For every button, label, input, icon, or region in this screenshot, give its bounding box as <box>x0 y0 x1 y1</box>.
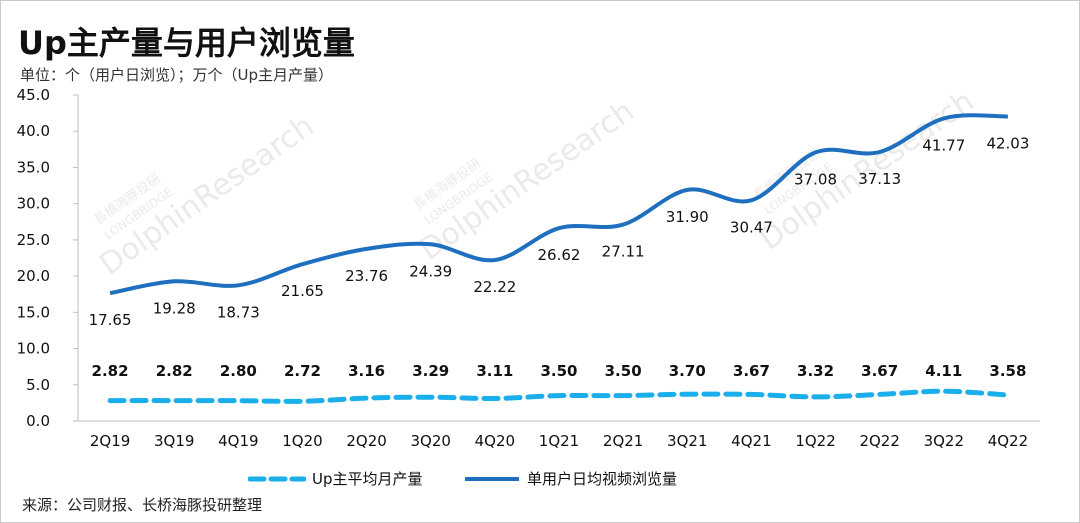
x-tick-label: 4Q22 <box>988 432 1028 450</box>
data-label-up-output: 3.32 <box>797 362 834 380</box>
series-line-up-output <box>107 388 1011 404</box>
x-tick-label: 2Q21 <box>603 432 643 450</box>
x-tick-label: 4Q21 <box>731 432 771 450</box>
y-tick-label: 5.0 <box>26 376 50 394</box>
data-label-up-output: 2.82 <box>92 362 129 380</box>
data-label-up-output: 3.16 <box>348 362 385 380</box>
chart-subtitle: 单位：个（用户日浏览）；万个（Up主月产量） <box>20 66 334 84</box>
data-label-daily-views: 30.47 <box>730 218 773 236</box>
legend-swatch-dashed <box>248 476 306 481</box>
y-tick-label: 30.0 <box>17 195 50 213</box>
x-tick-label: 4Q20 <box>475 432 515 450</box>
data-label-up-output: 3.50 <box>605 362 642 380</box>
data-label-daily-views: 41.77 <box>922 136 965 154</box>
y-tick-label: 35.0 <box>17 158 50 176</box>
data-label-up-output: 3.29 <box>412 362 449 380</box>
data-label-up-output: 3.11 <box>476 362 513 380</box>
data-label-daily-views: 42.03 <box>986 135 1029 153</box>
data-label-up-output: 3.67 <box>861 362 898 380</box>
x-tick-label: 4Q19 <box>218 432 258 450</box>
data-label-up-output: 2.72 <box>284 362 321 380</box>
legend-swatch-solid <box>465 476 519 481</box>
x-tick-label: 2Q20 <box>346 432 386 450</box>
x-tick-label: 3Q22 <box>924 432 964 450</box>
legend-label-solid: 单用户日均视频浏览量 <box>527 470 678 488</box>
x-tick-label: 2Q22 <box>859 432 899 450</box>
data-label-daily-views: 37.08 <box>794 170 837 188</box>
data-label-daily-views: 31.90 <box>666 208 709 226</box>
data-label-daily-views: 24.39 <box>409 262 452 280</box>
data-label-up-output: 3.58 <box>989 362 1026 380</box>
chart-title: Up主产量与用户浏览量 <box>18 24 355 62</box>
x-tick-label: 3Q20 <box>411 432 451 450</box>
legend-item-dashed: Up主平均月产量 <box>248 468 423 489</box>
y-tick-label: 25.0 <box>17 231 50 249</box>
x-tick-label: 3Q21 <box>667 432 707 450</box>
data-label-up-output: 3.70 <box>669 362 706 380</box>
y-tick-label: 40.0 <box>17 122 50 140</box>
data-labels: 2.82 2.82 2.80 2.72 3.16 3.29 3.11 3.50 3.50 3.70… <box>89 135 1030 380</box>
y-tick-label: 10.0 <box>17 340 50 358</box>
data-label-daily-views: 18.73 <box>217 303 260 321</box>
y-tick-label: 15.0 <box>17 303 50 321</box>
data-label-daily-views: 22.22 <box>473 278 516 296</box>
data-label-daily-views: 27.11 <box>602 243 645 261</box>
y-tick-label: 45.0 <box>17 86 50 104</box>
data-label-daily-views: 21.65 <box>281 282 324 300</box>
legend-item-solid: 单用户日均视频浏览量 <box>463 468 677 489</box>
y-tick-label: 20.0 <box>17 267 50 285</box>
axes-group: 0.0 5.0 10.0 15.0 20.0 25.0 30.0 35.0 40.0 45.0 2Q… <box>17 86 1040 450</box>
legend-label-dashed: Up主平均月产量 <box>312 470 423 488</box>
data-label-up-output: 2.82 <box>156 362 193 380</box>
y-tick-label: 0.0 <box>26 412 50 430</box>
data-label-daily-views: 37.13 <box>858 170 901 188</box>
data-label-daily-views: 23.76 <box>345 267 388 285</box>
x-tick-label: 2Q19 <box>90 432 130 450</box>
source-note: 来源：公司财报、长桥海豚投研整理 <box>22 496 263 514</box>
data-label-up-output: 2.80 <box>220 362 257 380</box>
data-label-daily-views: 19.28 <box>153 299 196 317</box>
data-label-up-output: 3.67 <box>733 362 770 380</box>
x-tick-label: 1Q20 <box>282 432 322 450</box>
x-tick-label: 1Q22 <box>795 432 835 450</box>
x-tick-label: 1Q21 <box>539 432 579 450</box>
series-lines <box>107 113 1011 404</box>
data-label-up-output: 4.11 <box>925 362 962 380</box>
data-label-up-output: 3.50 <box>540 362 577 380</box>
series-line-daily-views <box>109 113 1008 296</box>
data-label-daily-views: 26.62 <box>538 246 581 264</box>
data-label-daily-views: 17.65 <box>89 311 132 329</box>
x-tick-label: 3Q19 <box>154 432 194 450</box>
